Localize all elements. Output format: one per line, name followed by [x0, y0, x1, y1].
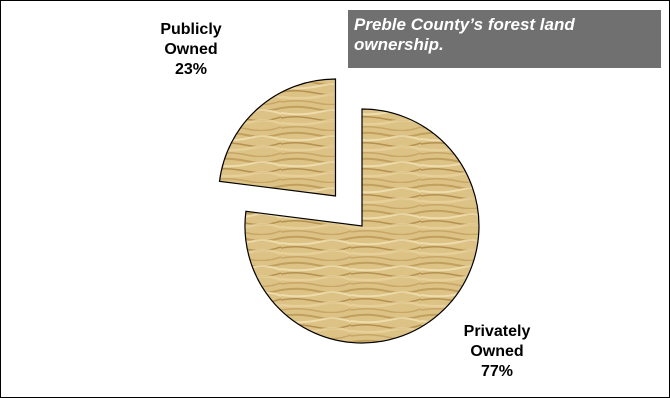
data-label-privately-owned: Privately Owned 77%	[432, 322, 562, 382]
data-label-private-line2: Owned	[470, 343, 524, 360]
data-label-publicly-owned: Publicly Owned 23%	[126, 20, 256, 80]
data-label-public-line1: Publicly	[160, 21, 222, 38]
data-label-public-pct: 23%	[174, 61, 208, 78]
pie-slice-publicly-owned	[218, 78, 337, 197]
data-label-public-line2: Owned	[164, 41, 218, 58]
pie-slice-privately-owned	[244, 108, 480, 344]
chart-title: Preble County’s forest land ownership.	[348, 10, 661, 68]
data-label-private-line1: Privately	[463, 323, 531, 340]
data-label-private-pct: 77%	[480, 363, 514, 380]
